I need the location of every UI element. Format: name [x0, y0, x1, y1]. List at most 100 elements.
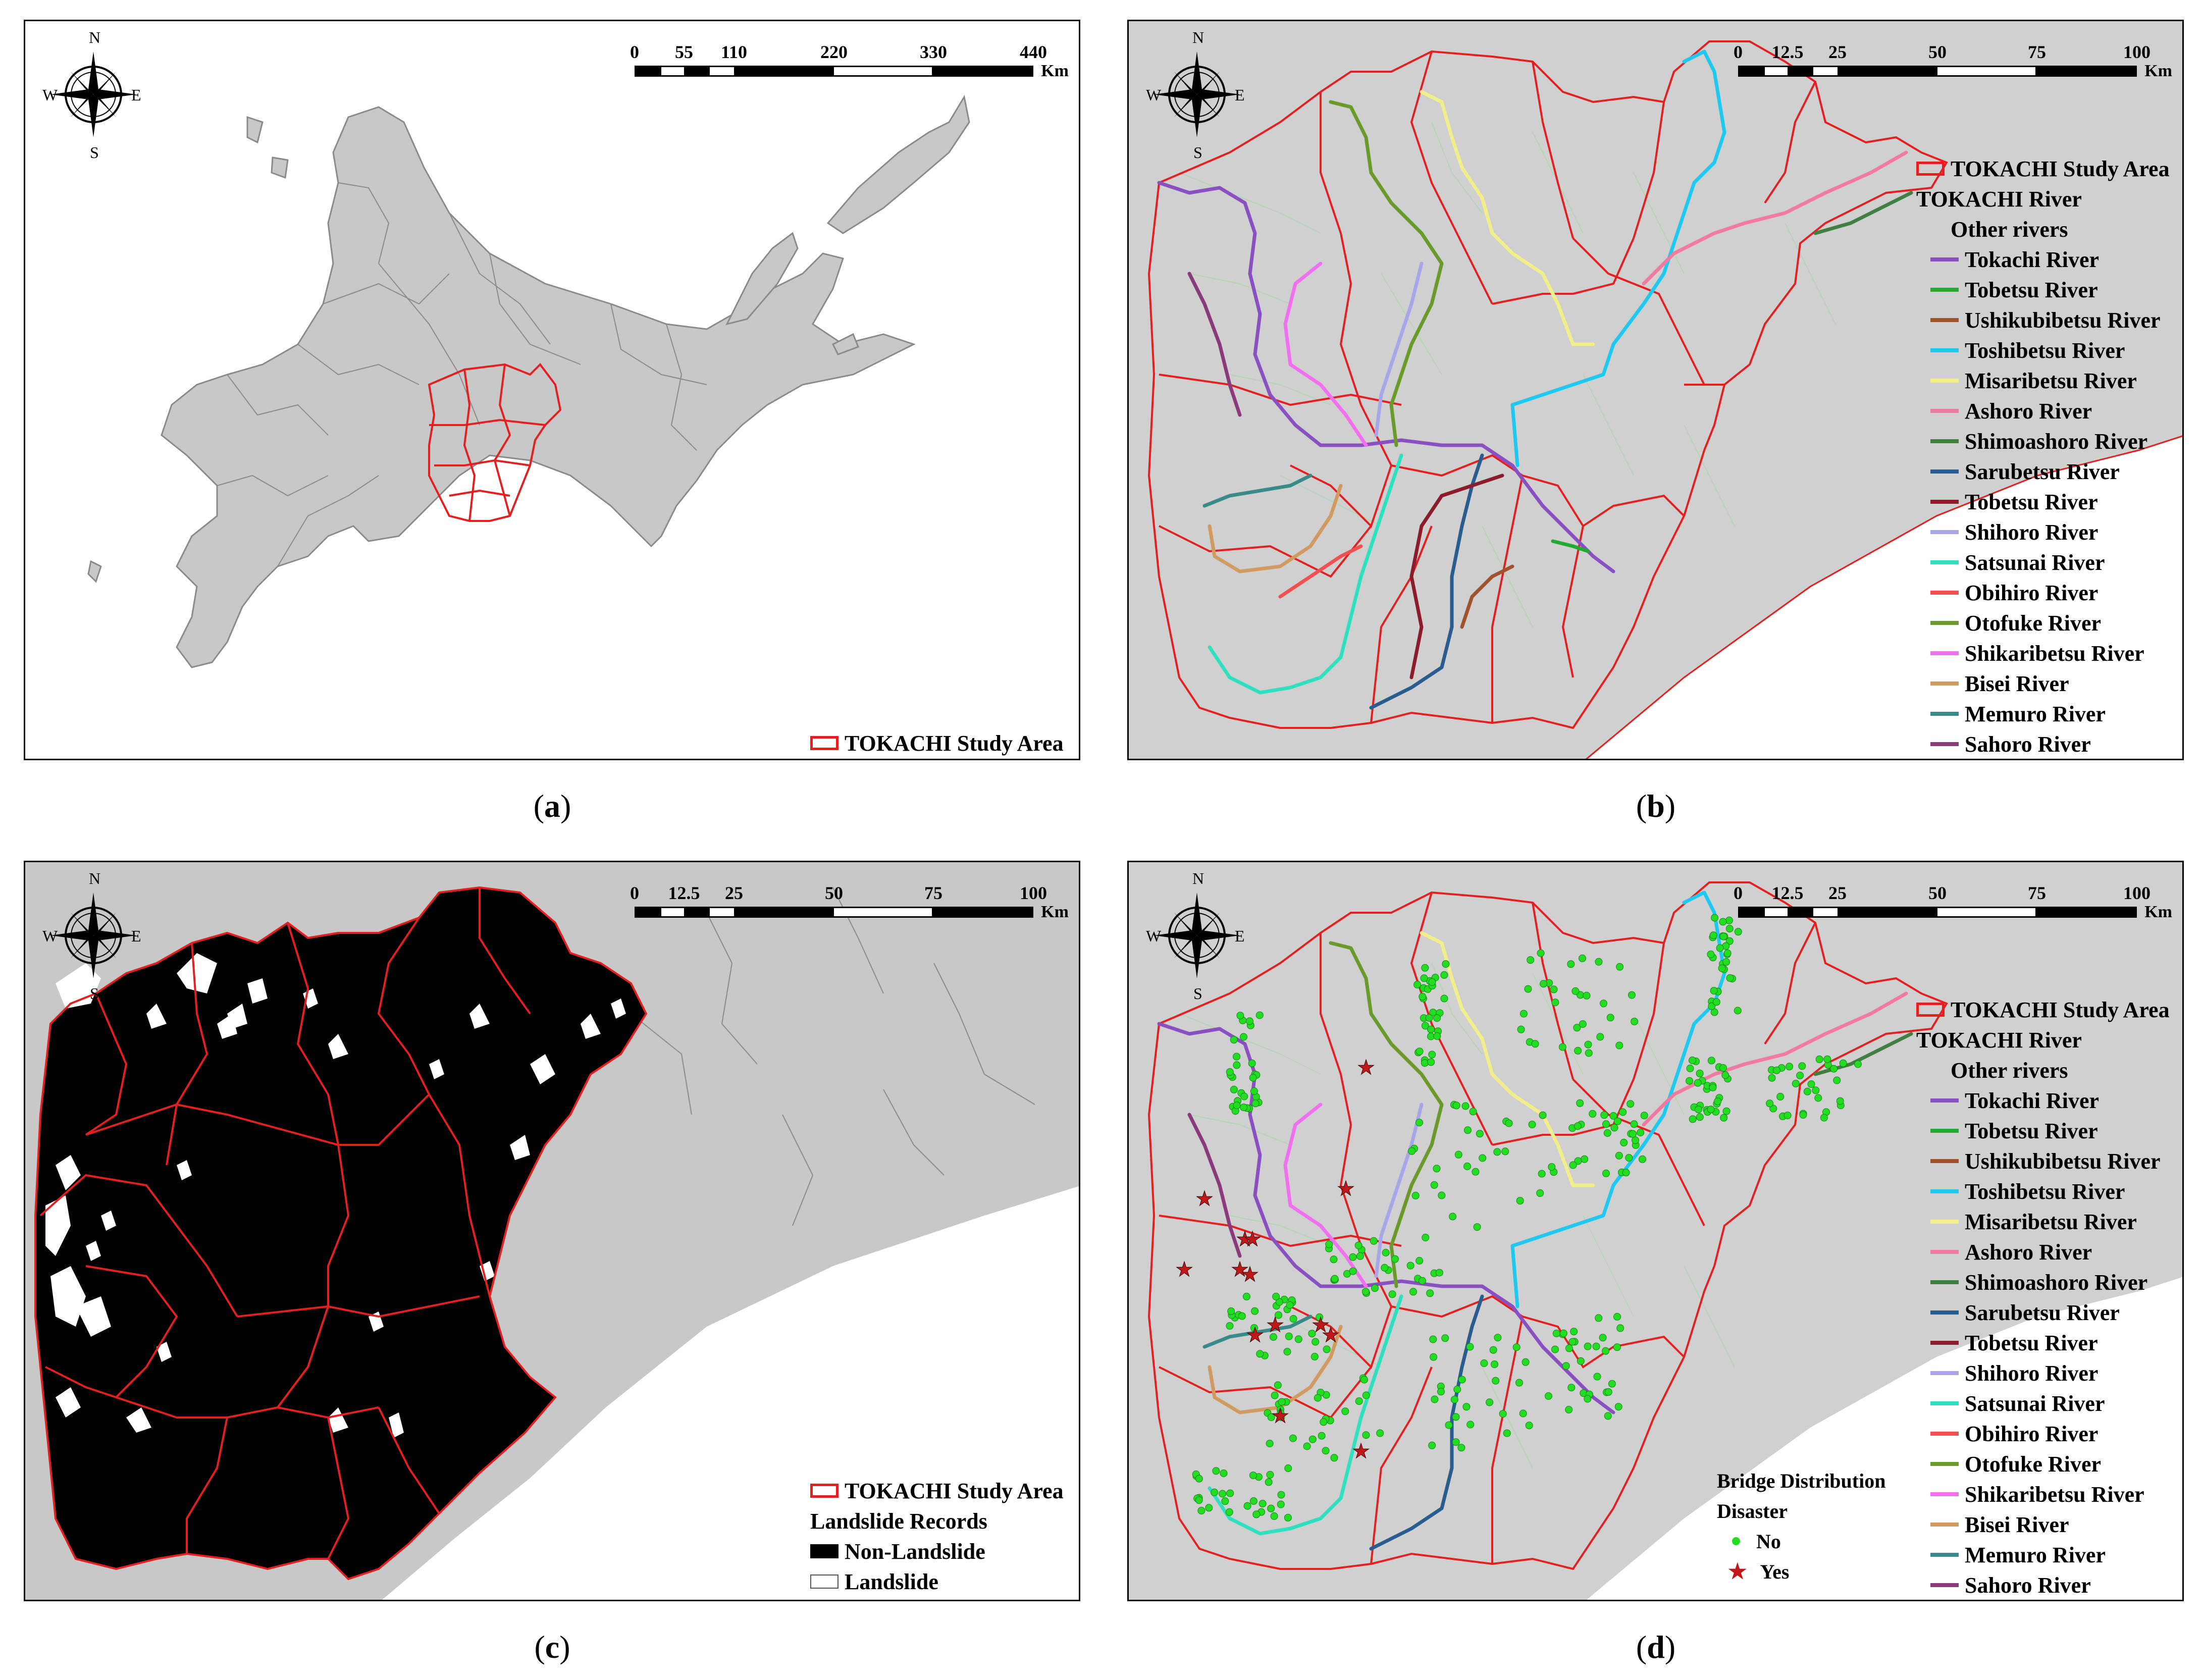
river-line-icon: [1930, 1553, 1959, 1557]
legend-river-label: Toshibetsu River: [1965, 338, 2125, 363]
legend-river-label: Shikaribetsu River: [1965, 641, 2144, 666]
landslide-map: [25, 862, 1079, 1600]
compass-e: E: [1235, 86, 1245, 104]
legend-river-item: Toshibetsu River: [1916, 335, 2170, 365]
bridge-point-no: [1686, 1077, 1694, 1085]
map-panel-c: N S W E 0 12.5 25 50 75 100 Km TOKACHI S…: [24, 861, 1080, 1601]
bridge-point-no: [1830, 1065, 1838, 1073]
bridge-point-no: [1689, 1057, 1696, 1064]
bridge-point-no: [1267, 1504, 1275, 1512]
bridge-point-no: [1433, 1032, 1441, 1040]
bridge-point-no: [1712, 998, 1720, 1006]
bridge-point-no: [1473, 1223, 1481, 1231]
bridge-point-no: [1452, 1101, 1460, 1110]
bridge-point-no: [1551, 999, 1559, 1007]
bridge-point-no: [1466, 1343, 1474, 1351]
legend-river-item: Bisei River: [1916, 668, 2170, 699]
river-line-icon: [1930, 651, 1959, 655]
sea: [1587, 436, 2182, 759]
scale-tick: 110: [720, 42, 748, 62]
bridge-point-no: [1220, 1469, 1228, 1477]
legend-river-item: Sahoro River: [1916, 729, 2170, 759]
river-line-icon: [1930, 1189, 1959, 1193]
rivers: [1157, 890, 1913, 1551]
compass-n: N: [1192, 869, 1204, 887]
bridge-point-no: [1854, 1060, 1862, 1068]
bridge-point-no: [1599, 1334, 1607, 1342]
river-line-icon: [1930, 1280, 1959, 1284]
bridge-point-no: [1406, 1262, 1414, 1270]
bridge-point-no: [1766, 1099, 1774, 1108]
bridge-point-no: [1422, 1234, 1430, 1241]
compass-n: N: [89, 28, 101, 46]
legend-river-list: Tokachi River Tobetsu River Ushikubibetsu …: [1916, 244, 2170, 759]
river-line-icon: [1930, 1098, 1959, 1102]
bridge-points-yes: ★★★★★★★★★ ★★★★★: [1175, 1056, 1376, 1463]
bridge-point-no: [1195, 1496, 1203, 1504]
bridge-point-no: [1562, 1362, 1570, 1370]
bridge-point-no: [1330, 1255, 1338, 1264]
bridge-point-no: [1516, 1197, 1524, 1205]
scale-bar: 0 12.5 25 50 75 100 Km: [1734, 36, 2172, 97]
bridge-point-no: [1225, 1508, 1233, 1516]
bridge-point-no: [1722, 1107, 1730, 1115]
bridge-point-no: [1243, 1502, 1251, 1510]
bridge-point-no: [1632, 1136, 1639, 1144]
bridge-point-no: [1571, 987, 1580, 995]
bridge-point-no: [1270, 1512, 1278, 1520]
bridge-point-no: [1312, 1338, 1320, 1346]
scale-unit: Km: [2144, 903, 2172, 921]
bridge-point-no: [1440, 994, 1448, 1003]
river-line-icon: [1930, 288, 1959, 292]
scale-tick: 0: [1734, 42, 1743, 62]
bridge-point-no: [1195, 1475, 1203, 1483]
legend-river-label: Tobetsu River: [1965, 1118, 2098, 1143]
scale-bar: 0 12.5 25 50 75 100 Km: [1734, 877, 2172, 938]
river-shihoro: [1374, 261, 1424, 437]
compass-s: S: [90, 984, 99, 1003]
bridge-point-no: [1548, 1163, 1556, 1171]
legend-river-label: Misaribetsu River: [1965, 1209, 2137, 1234]
bridge-point-no: [1428, 978, 1436, 986]
bridge-point-no: [1694, 1079, 1702, 1087]
scale-tick: 0: [630, 883, 639, 903]
bridge-point-no: [1640, 1112, 1648, 1120]
bridge-point-no: [1595, 1314, 1603, 1322]
map-panel-d: ★ ★ ★ ★ ★ ★ ★ ★ ★ ★ ★ ★ ★ ★ N S W E 0 12.5 25 50 75 1…: [1127, 861, 2184, 1601]
bridge-point-no: [1725, 925, 1734, 933]
bridge-point-no: [1284, 1464, 1292, 1472]
legend-river-label: Shihoro River: [1965, 1360, 2099, 1386]
bridge-point-no: [1812, 1086, 1820, 1094]
compass-rose-icon: [50, 51, 136, 137]
bridge-point-no: [1362, 1431, 1370, 1439]
island-okushiri: [87, 560, 102, 583]
bridge-point-no: [1286, 1301, 1294, 1309]
scale-bar: 0 55 110 220 330 440 Km: [630, 36, 1069, 97]
bridge-point-no: [1823, 1055, 1831, 1063]
bridge-point-no: [1458, 1376, 1466, 1384]
legend-a: TOKACHI Study Area: [810, 728, 1064, 758]
bridge-point-no: [1360, 1376, 1368, 1384]
river-line-icon: [1930, 1159, 1959, 1163]
bridge-point-no: [1609, 1112, 1617, 1120]
bridge-point-no: [1637, 1129, 1645, 1136]
bridge-point-no: [1427, 1058, 1435, 1066]
bridge-point-no: [1433, 1014, 1441, 1022]
bridge-point-no: [1428, 1441, 1436, 1449]
bridge-point-no: [1275, 1311, 1283, 1319]
bridge-point-no: [1230, 1036, 1238, 1044]
legend-river-item: Misaribetsu River: [1916, 1206, 2170, 1237]
map-panel-b: N S W E 0 12.5 25 50 75 100 Km TOKACHI S…: [1127, 20, 2184, 760]
bridge-point-no: [1584, 1395, 1592, 1403]
bridge-point-no: [1629, 1130, 1637, 1138]
legend-river-item: Bisei River: [1916, 1509, 2170, 1540]
bridge-point-no: [1427, 1025, 1435, 1033]
legend-river-item: Satsunai River: [1916, 1388, 2170, 1419]
bridge-point-no: [1581, 1155, 1589, 1163]
bridge-point-no: [1615, 1041, 1623, 1049]
bridge-point-yes: ★: [1246, 1324, 1264, 1346]
bridge-point-no: [1469, 1108, 1477, 1116]
river-line-icon: [1930, 409, 1959, 413]
legend-river-label: Satsunai River: [1965, 1391, 2105, 1416]
bridge-point-no: [1803, 1087, 1811, 1095]
